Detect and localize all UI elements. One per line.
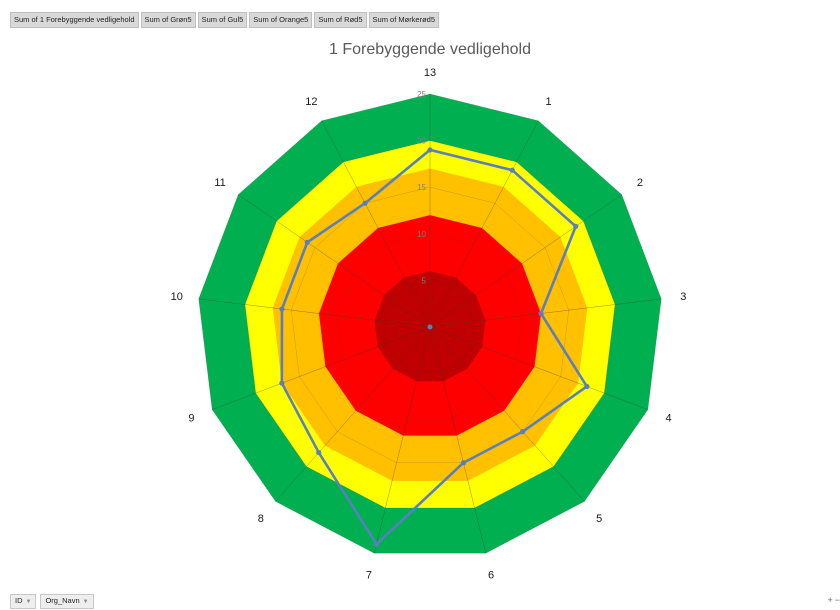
category-label: 7 — [366, 570, 372, 582]
tick-label: 25 — [417, 90, 426, 99]
data-point — [304, 239, 310, 245]
spoke-line — [429, 298, 662, 328]
data-point — [573, 223, 579, 230]
category-label: 9 — [188, 412, 194, 424]
category-label: 11 — [214, 177, 225, 189]
category-label: 6 — [488, 570, 494, 582]
data-point — [538, 310, 544, 317]
field-button-forebyggende[interactable]: Sum of 1 Forebyggende vedligehold — [10, 12, 139, 28]
axis-button-org-navn-label: Org_Navn — [45, 596, 80, 605]
tick-label: 15 — [417, 183, 426, 192]
grid-layer — [198, 93, 662, 554]
spoke-line — [429, 326, 585, 502]
category-label: 5 — [596, 513, 602, 525]
tick-labels: 5 10 15 20 25 — [417, 90, 426, 285]
category-label: 10 — [171, 291, 183, 303]
field-button-morkerod[interactable]: Sum of Mørkerød5 — [368, 12, 440, 28]
spoke-line — [429, 194, 622, 328]
tick-label: 20 — [417, 137, 426, 146]
dropdown-icon: ▼ — [25, 599, 32, 605]
grid-ring — [198, 93, 662, 554]
spoke-line — [429, 326, 648, 410]
series-layer — [279, 147, 590, 547]
category-label: 1 — [546, 96, 552, 108]
zoom-out-icon[interactable]: − — [834, 595, 840, 605]
spoke-line — [373, 326, 431, 554]
chart-title: 1 Forebyggende vedligehold — [329, 41, 531, 58]
dropdown-icon: ▼ — [82, 599, 89, 605]
tick-label: 5 — [422, 276, 427, 285]
data-point — [427, 147, 433, 153]
grid-ring — [337, 233, 523, 418]
data-point — [509, 167, 515, 173]
category-label: 12 — [305, 96, 317, 108]
data-point — [316, 449, 322, 456]
axis-field-buttons: ID ▼ Org_Navn ▼ — [10, 594, 94, 609]
zoom-controls: + − — [827, 595, 840, 605]
spoke-line — [429, 326, 487, 554]
pivot-field-buttons: Sum of 1 Forebyggende vedligehold Sum of… — [10, 12, 440, 28]
field-button-gron[interactable]: Sum of Grøn5 — [140, 12, 196, 28]
spoke-line — [275, 326, 431, 502]
tick-label: 10 — [417, 230, 426, 239]
spoke-line — [321, 120, 431, 328]
category-label: 13 — [424, 67, 436, 79]
spoke-line — [212, 326, 431, 410]
spoke-line — [198, 298, 431, 328]
zoom-in-icon[interactable]: + — [827, 595, 833, 605]
data-point — [362, 200, 368, 206]
grid-ring — [383, 280, 477, 373]
data-point — [520, 429, 526, 435]
data-point — [373, 541, 380, 547]
field-button-orange[interactable]: Sum of Orange5 — [249, 12, 313, 28]
axis-button-id[interactable]: ID ▼ — [10, 594, 37, 609]
grid-ring — [244, 140, 616, 509]
data-point — [279, 306, 285, 312]
field-button-rod[interactable]: Sum of Rød5 — [314, 12, 367, 28]
field-button-gul[interactable]: Sum of Gul5 — [197, 12, 248, 28]
axis-button-id-label: ID — [15, 596, 23, 605]
category-label: 3 — [680, 291, 686, 303]
data-point — [279, 380, 285, 386]
category-label: 4 — [665, 412, 671, 424]
series-line — [280, 148, 589, 546]
data-point — [460, 460, 467, 466]
grid-ring — [291, 186, 569, 463]
spoke-line — [238, 194, 431, 328]
center-point — [427, 324, 433, 330]
spoke-line — [429, 120, 539, 328]
category-label: 2 — [637, 177, 643, 189]
category-label: 8 — [258, 513, 264, 525]
data-point — [584, 383, 590, 390]
axis-button-org-navn[interactable]: Org_Navn ▼ — [40, 594, 94, 609]
